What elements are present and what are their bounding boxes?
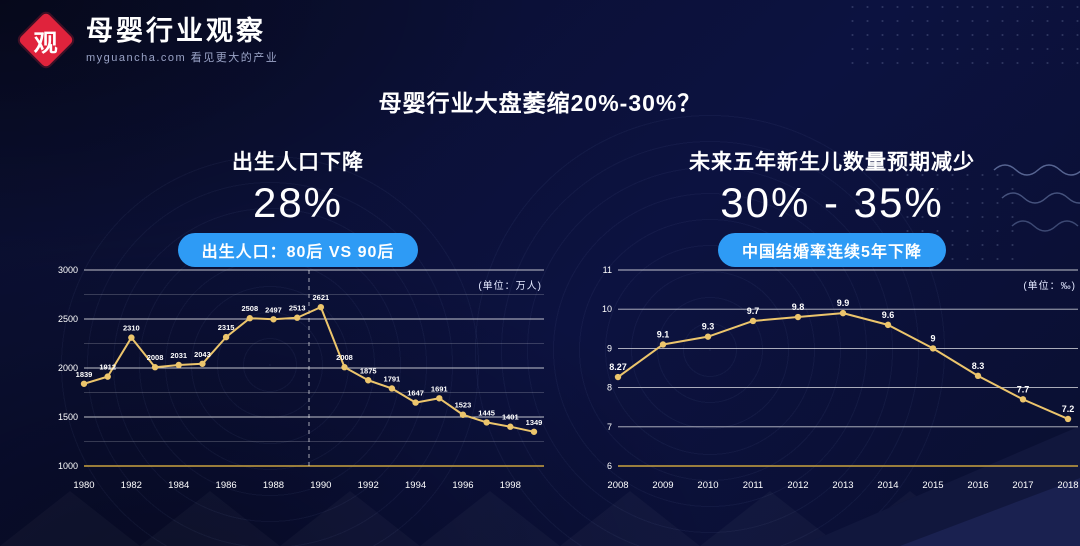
right-panel-badge: 中国结婚率连续5年下降	[718, 233, 946, 267]
svg-text:2017: 2017	[1012, 480, 1033, 491]
svg-text:1791: 1791	[384, 374, 401, 383]
page-title: 母婴行业大盘萎缩20%-30%？	[378, 90, 702, 116]
right-panel: 未来五年新生儿数量预期减少 30% - 35% 中国结婚率连续5年下降	[582, 146, 1080, 267]
svg-text:8.3: 8.3	[972, 361, 985, 371]
left-panel: 出生人口下降 28% 出生人口：80后 VS 90后	[48, 146, 548, 267]
svg-text:2497: 2497	[265, 305, 282, 314]
birth-population-chart-svg: 1000 1500 2000 2500 3000 1839 1912 2310 2008 2031…	[58, 265, 544, 491]
svg-text:9.6: 9.6	[882, 310, 895, 320]
marriage-rate-chart-svg: 6 7 8 9 10 11 8.27 9.1 9.3 9.7 9.8 9.9 9.6 9 8.3 7.7 7.2…	[602, 265, 1079, 491]
left-panel-badge: 出生人口：80后 VS 90后	[177, 233, 419, 267]
svg-text:2513: 2513	[289, 304, 306, 313]
svg-text:1401: 1401	[502, 413, 519, 422]
left-panel-heading: 出生人口下降	[232, 151, 364, 174]
svg-text:2000: 2000	[58, 363, 78, 373]
svg-text:9.3: 9.3	[702, 322, 715, 332]
svg-text:1996: 1996	[452, 480, 473, 491]
left-chart-unit-label: (单位：万人)	[478, 281, 542, 292]
left-panel-big-number: 28%	[252, 179, 344, 226]
svg-text:7.7: 7.7	[1017, 384, 1030, 394]
svg-text:2009: 2009	[652, 480, 673, 491]
brand-tagline: myguancha.com 看见更大的产业	[86, 51, 279, 64]
svg-text:2016: 2016	[967, 480, 988, 491]
svg-text:2010: 2010	[697, 480, 718, 491]
birth-population-chart: 1000 1500 2000 2500 3000 1839 1912 2310 2008 2031…	[48, 256, 548, 496]
svg-text:9.7: 9.7	[747, 306, 760, 316]
logo-text-block: 母婴行业观察 myguancha.com 看见更大的产业	[86, 16, 278, 65]
svg-text:1000: 1000	[58, 461, 78, 471]
right-panel-heading: 未来五年新生儿数量预期减少	[689, 151, 975, 174]
svg-text:2500: 2500	[58, 314, 78, 324]
right-chart-unit-label: (单位：‰)	[1023, 281, 1076, 292]
marriage-rate-chart: 6 7 8 9 10 11 8.27 9.1 9.3 9.7 9.8 9.9 9.6 9 8.3 7.7 7.2…	[582, 256, 1080, 496]
svg-text:2043: 2043	[194, 350, 211, 359]
svg-text:9: 9	[607, 343, 612, 353]
svg-text:10: 10	[602, 304, 612, 314]
svg-text:1992: 1992	[358, 480, 379, 491]
svg-text:8.27: 8.27	[609, 362, 627, 372]
svg-text:2315: 2315	[218, 323, 235, 332]
svg-text:2310: 2310	[123, 324, 140, 333]
brand-name: 母婴行业观察	[86, 15, 266, 46]
svg-text:2031: 2031	[170, 351, 187, 360]
svg-text:2011: 2011	[743, 480, 763, 491]
svg-text:1986: 1986	[216, 480, 237, 491]
logo-character: 观	[34, 29, 58, 57]
svg-text:1647: 1647	[407, 389, 424, 398]
dot-grid-top-right	[845, 0, 1080, 70]
svg-text:6: 6	[607, 461, 612, 471]
svg-text:8: 8	[607, 383, 612, 393]
svg-text:1982: 1982	[121, 480, 142, 491]
svg-text:1984: 1984	[168, 480, 189, 491]
svg-text:1445: 1445	[478, 408, 495, 417]
logo-diamond-icon: 观	[17, 11, 75, 69]
svg-text:2012: 2012	[787, 480, 808, 491]
svg-text:9.8: 9.8	[792, 302, 805, 312]
svg-text:2014: 2014	[877, 480, 898, 491]
svg-text:2008: 2008	[336, 353, 353, 362]
svg-text:2015: 2015	[922, 480, 943, 491]
svg-text:1980: 1980	[73, 480, 94, 491]
svg-text:2008: 2008	[147, 353, 164, 362]
svg-text:2621: 2621	[312, 293, 329, 302]
svg-text:1994: 1994	[405, 480, 426, 491]
svg-text:7: 7	[607, 422, 612, 432]
svg-text:1839: 1839	[76, 370, 93, 379]
svg-text:2008: 2008	[607, 480, 628, 491]
svg-text:3000: 3000	[58, 265, 78, 275]
svg-text:1988: 1988	[263, 480, 284, 491]
svg-text:1500: 1500	[58, 412, 78, 422]
right-panel-big-number: 30% - 35%	[720, 179, 944, 226]
svg-text:7.2: 7.2	[1062, 404, 1075, 414]
svg-text:2018: 2018	[1057, 480, 1078, 491]
svg-text:11: 11	[603, 265, 612, 275]
svg-text:9.1: 9.1	[657, 329, 670, 339]
svg-text:2013: 2013	[832, 480, 853, 491]
svg-text:1349: 1349	[526, 418, 543, 427]
brand-logo: 观 母婴行业观察 myguancha.com 看见更大的产业	[17, 11, 278, 69]
svg-text:9: 9	[930, 333, 935, 343]
svg-text:9.9: 9.9	[837, 298, 850, 308]
svg-text:1691: 1691	[431, 384, 448, 393]
svg-text:1990: 1990	[310, 480, 331, 491]
svg-text:1523: 1523	[455, 401, 472, 410]
svg-text:1875: 1875	[360, 366, 377, 375]
svg-text:2508: 2508	[241, 304, 258, 313]
svg-text:1912: 1912	[99, 363, 116, 372]
svg-text:1998: 1998	[500, 480, 521, 491]
